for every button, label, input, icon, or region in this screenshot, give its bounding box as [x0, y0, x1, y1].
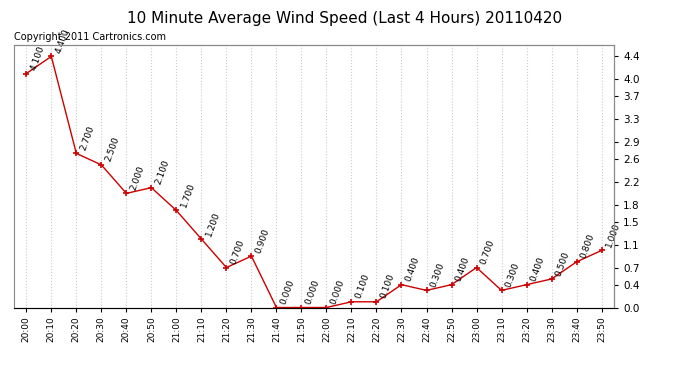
- Text: 2.500: 2.500: [104, 136, 121, 163]
- Text: 0.100: 0.100: [379, 273, 396, 300]
- Text: 1.200: 1.200: [204, 210, 221, 237]
- Text: 2.700: 2.700: [79, 124, 96, 152]
- Text: 10 Minute Average Wind Speed (Last 4 Hours) 20110420: 10 Minute Average Wind Speed (Last 4 Hou…: [128, 11, 562, 26]
- Text: 0.000: 0.000: [304, 278, 322, 306]
- Text: 0.400: 0.400: [529, 256, 546, 283]
- Text: 4.100: 4.100: [29, 45, 46, 72]
- Text: 0.000: 0.000: [329, 278, 346, 306]
- Text: 2.000: 2.000: [129, 164, 146, 192]
- Text: 0.000: 0.000: [279, 278, 296, 306]
- Text: 0.300: 0.300: [504, 261, 522, 289]
- Text: 0.400: 0.400: [404, 256, 422, 283]
- Text: 0.400: 0.400: [454, 256, 471, 283]
- Text: 4.400: 4.400: [54, 27, 71, 55]
- Text: Copyright 2011 Cartronics.com: Copyright 2011 Cartronics.com: [14, 32, 166, 42]
- Text: 1.000: 1.000: [604, 221, 622, 249]
- Text: 0.700: 0.700: [229, 238, 246, 266]
- Text: 0.900: 0.900: [254, 227, 271, 254]
- Text: 0.800: 0.800: [579, 233, 596, 260]
- Text: 2.100: 2.100: [154, 159, 171, 186]
- Text: 0.100: 0.100: [354, 273, 371, 300]
- Text: 0.700: 0.700: [479, 238, 496, 266]
- Text: 0.500: 0.500: [554, 250, 571, 277]
- Text: 1.700: 1.700: [179, 182, 196, 209]
- Text: 0.300: 0.300: [429, 261, 446, 289]
